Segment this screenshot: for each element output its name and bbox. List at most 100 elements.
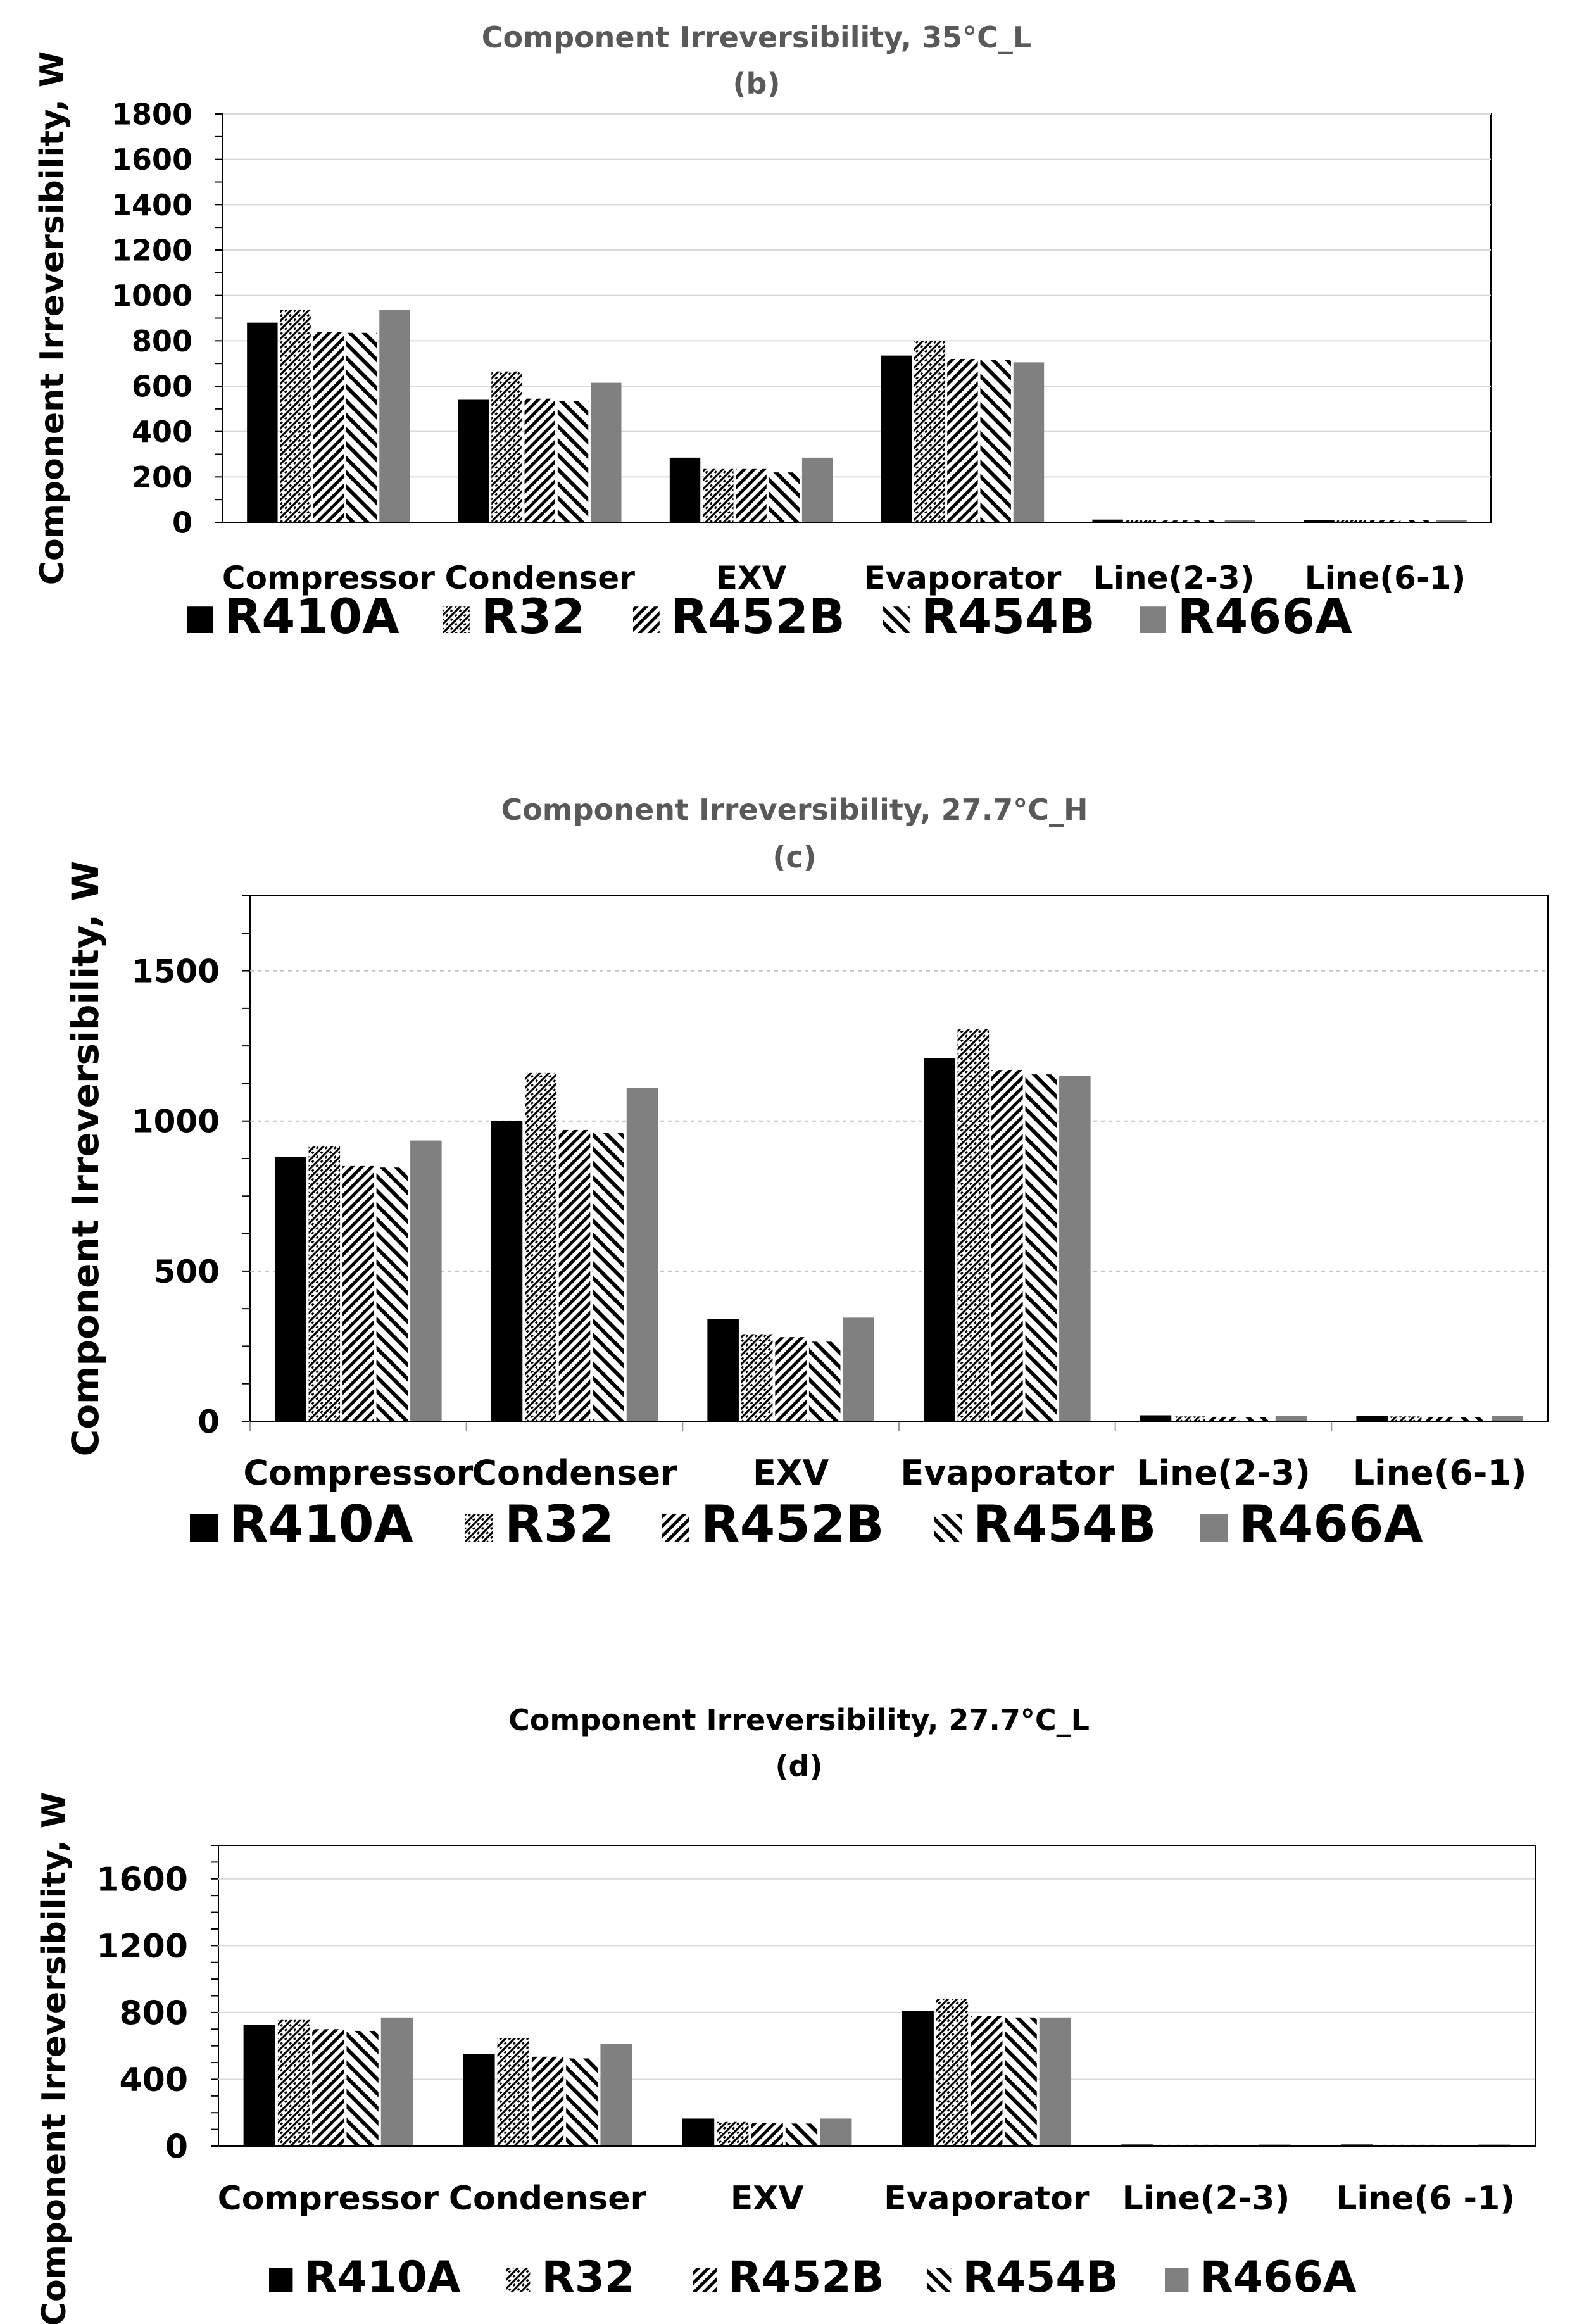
- legend-swatch-r410a: [187, 606, 213, 633]
- bar-r454b-0: [346, 2030, 379, 2146]
- bar-r32-3: [957, 1029, 990, 1421]
- y-tick-label: 200: [132, 460, 192, 494]
- bar-r454b-3: [1005, 2017, 1037, 2146]
- bar-r410a-1: [458, 399, 489, 522]
- legend-label-r32: R32: [541, 2252, 634, 2302]
- bar-r410a-2: [707, 1319, 739, 1421]
- bar-r410a-2: [669, 457, 701, 522]
- bar-r32-1: [491, 371, 522, 522]
- legend-label-r454b: R454B: [921, 588, 1095, 644]
- legend-swatch-r454b: [883, 606, 910, 633]
- chart-title: Component Irreversibility, 35°C_L: [482, 20, 1031, 54]
- bar-r454b-1: [557, 401, 589, 522]
- bar-r410a-0: [275, 1157, 306, 1421]
- y-tick-label: 1000: [111, 279, 192, 313]
- bar-r410a-5: [1304, 520, 1335, 522]
- chart-title: Component Irreversibility, 27.7°C_L: [508, 1703, 1090, 1737]
- bar-r466a-3: [1039, 2017, 1072, 2146]
- bar-r452b-0: [313, 332, 344, 522]
- legend-swatch-r454b: [927, 2268, 952, 2292]
- y-tick-label: 800: [132, 324, 192, 358]
- bar-r32-3: [936, 1999, 969, 2146]
- x-tick-label: Compressor: [243, 1453, 473, 1493]
- legend-swatch-r32: [465, 1514, 493, 1542]
- x-tick-label: EXV: [753, 1453, 829, 1493]
- bar-r32-0: [308, 1146, 341, 1421]
- y-tick-label: 1200: [96, 1928, 188, 1966]
- bar-r454b-4: [1241, 1417, 1273, 1421]
- bar-r410a-3: [881, 355, 912, 522]
- bar-r32-3: [914, 341, 945, 522]
- plot-frame: [218, 1845, 1536, 2147]
- bar-r410a-4: [1140, 1415, 1172, 1421]
- bar-r454b-4: [1191, 520, 1222, 522]
- bar-r466a-4: [1224, 520, 1256, 522]
- bar-r454b-3: [1025, 1074, 1057, 1421]
- bar-r410a-4: [1121, 2144, 1153, 2146]
- y-tick-label: 0: [165, 2128, 188, 2166]
- legend-label-r410a: R410A: [225, 588, 399, 644]
- bar-r410a-0: [247, 322, 278, 522]
- bar-r410a-5: [1356, 1416, 1388, 1421]
- bar-r452b-2: [775, 1337, 807, 1421]
- y-tick-label: 1200: [111, 234, 192, 268]
- bar-r452b-3: [971, 2016, 1003, 2146]
- x-tick-label: Line(6-1): [1305, 560, 1466, 596]
- bar-r410a-1: [463, 2054, 495, 2146]
- legend-swatch-r466a: [1165, 2268, 1189, 2292]
- y-tick-label: 500: [154, 1253, 220, 1290]
- bar-r466a-3: [1013, 362, 1045, 522]
- chart-subtitle: (d): [776, 1749, 823, 1783]
- bar-r32-5: [1336, 520, 1368, 522]
- x-tick-label: Line(6-1): [1353, 1453, 1527, 1493]
- chart-title: Component Irreversibility, 27.7°C_H: [501, 793, 1088, 827]
- bar-r410a-5: [1340, 2144, 1373, 2146]
- bar-r454b-2: [808, 1341, 841, 1421]
- y-tick-label: 1800: [111, 97, 192, 132]
- bar-r454b-0: [346, 332, 377, 522]
- bar-r454b-1: [593, 1133, 624, 1421]
- bar-r466a-4: [1259, 2144, 1291, 2146]
- bar-r454b-2: [785, 2123, 818, 2146]
- legend-label-r410a: R410A: [304, 2252, 460, 2302]
- plot-frame: [249, 895, 1549, 1422]
- legend-swatch-r32: [443, 606, 470, 633]
- y-tick-label: 1600: [96, 1861, 188, 1899]
- bar-r452b-5: [1369, 520, 1401, 522]
- bar-r32-2: [741, 1334, 773, 1421]
- chart-subtitle: (c): [772, 840, 816, 874]
- bar-r466a-1: [600, 2044, 632, 2146]
- bar-r466a-3: [1059, 1076, 1091, 1421]
- x-tick-label: Condenser: [472, 1453, 677, 1493]
- bar-r454b-0: [376, 1167, 408, 1421]
- bar-r410a-3: [902, 2011, 934, 2146]
- legend-swatch-r32: [506, 2268, 531, 2292]
- bar-r452b-4: [1207, 1416, 1240, 1421]
- bar-r452b-5: [1424, 1416, 1455, 1421]
- legend-swatch-r410a: [190, 1514, 218, 1542]
- x-tick-label: Compressor: [222, 560, 435, 596]
- x-tick-label: EXV: [716, 560, 787, 596]
- bar-r452b-0: [342, 1165, 374, 1421]
- y-tick-label: 1400: [111, 188, 192, 222]
- bar-r466a-2: [843, 1317, 874, 1421]
- legend-label-r466a: R466A: [1200, 2252, 1356, 2302]
- bar-r466a-2: [820, 2118, 852, 2146]
- bar-r452b-4: [1190, 2144, 1222, 2146]
- legend-swatch-r466a: [1200, 1514, 1228, 1542]
- y-axis-label: Component Irreversibility, W: [35, 1792, 73, 2324]
- bar-r452b-1: [524, 398, 555, 522]
- legend-label-r466a: R466A: [1239, 1495, 1423, 1554]
- x-tick-label: Line(2-3): [1136, 1453, 1310, 1493]
- bar-r452b-3: [991, 1070, 1023, 1421]
- bar-r410a-1: [491, 1121, 523, 1421]
- bar-r32-4: [1174, 1416, 1205, 1421]
- bar-r466a-0: [379, 310, 410, 522]
- bar-r410a-0: [243, 2025, 275, 2146]
- bar-r454b-5: [1403, 520, 1434, 522]
- y-tick-label: 800: [119, 1995, 188, 2033]
- bar-r410a-3: [924, 1058, 955, 1421]
- bar-r32-5: [1390, 1416, 1422, 1421]
- legend-label-r452b: R452B: [728, 2252, 884, 2302]
- x-tick-label: Evaporator: [884, 2180, 1090, 2218]
